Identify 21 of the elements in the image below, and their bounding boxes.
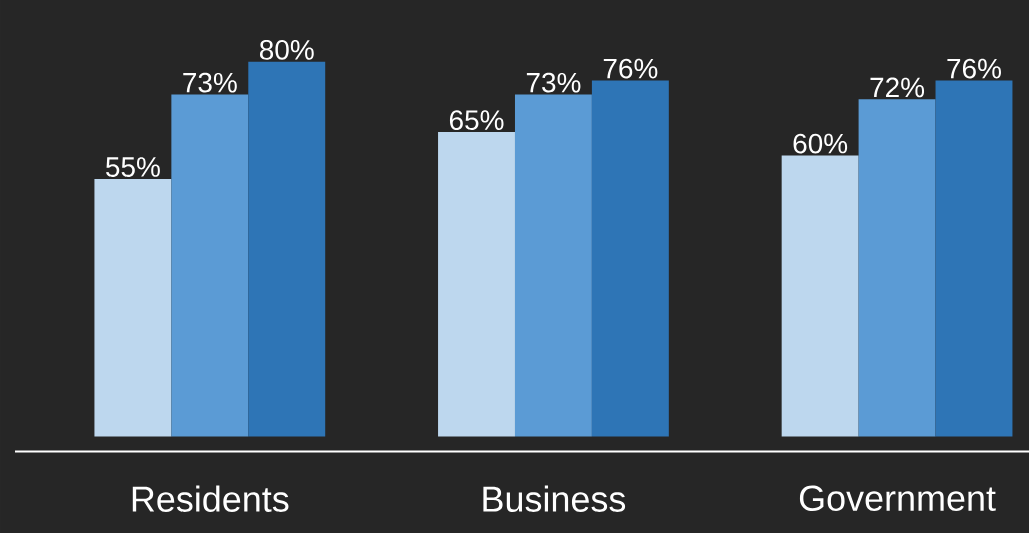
bar [514, 94, 592, 437]
bar [935, 80, 1013, 437]
data-label: 80% [259, 39, 314, 60]
x-tick-label: Government [799, 485, 996, 511]
data-label: 65% [449, 109, 504, 130]
bar [438, 131, 515, 437]
data-label: 76% [603, 58, 658, 79]
bar [94, 178, 172, 437]
bar [171, 94, 249, 437]
x-tick-label: Residents [132, 485, 289, 512]
x-tick-label: Business [483, 485, 626, 512]
data-label: 76% [947, 58, 1001, 79]
bar [591, 80, 669, 437]
data-label: 72% [870, 77, 925, 98]
data-label: 73% [526, 72, 581, 93]
bar [248, 61, 326, 437]
bar [781, 155, 859, 437]
data-label: 55% [106, 156, 160, 177]
bar [858, 99, 936, 437]
data-label: 60% [793, 133, 848, 154]
data-label: 73% [183, 72, 237, 93]
